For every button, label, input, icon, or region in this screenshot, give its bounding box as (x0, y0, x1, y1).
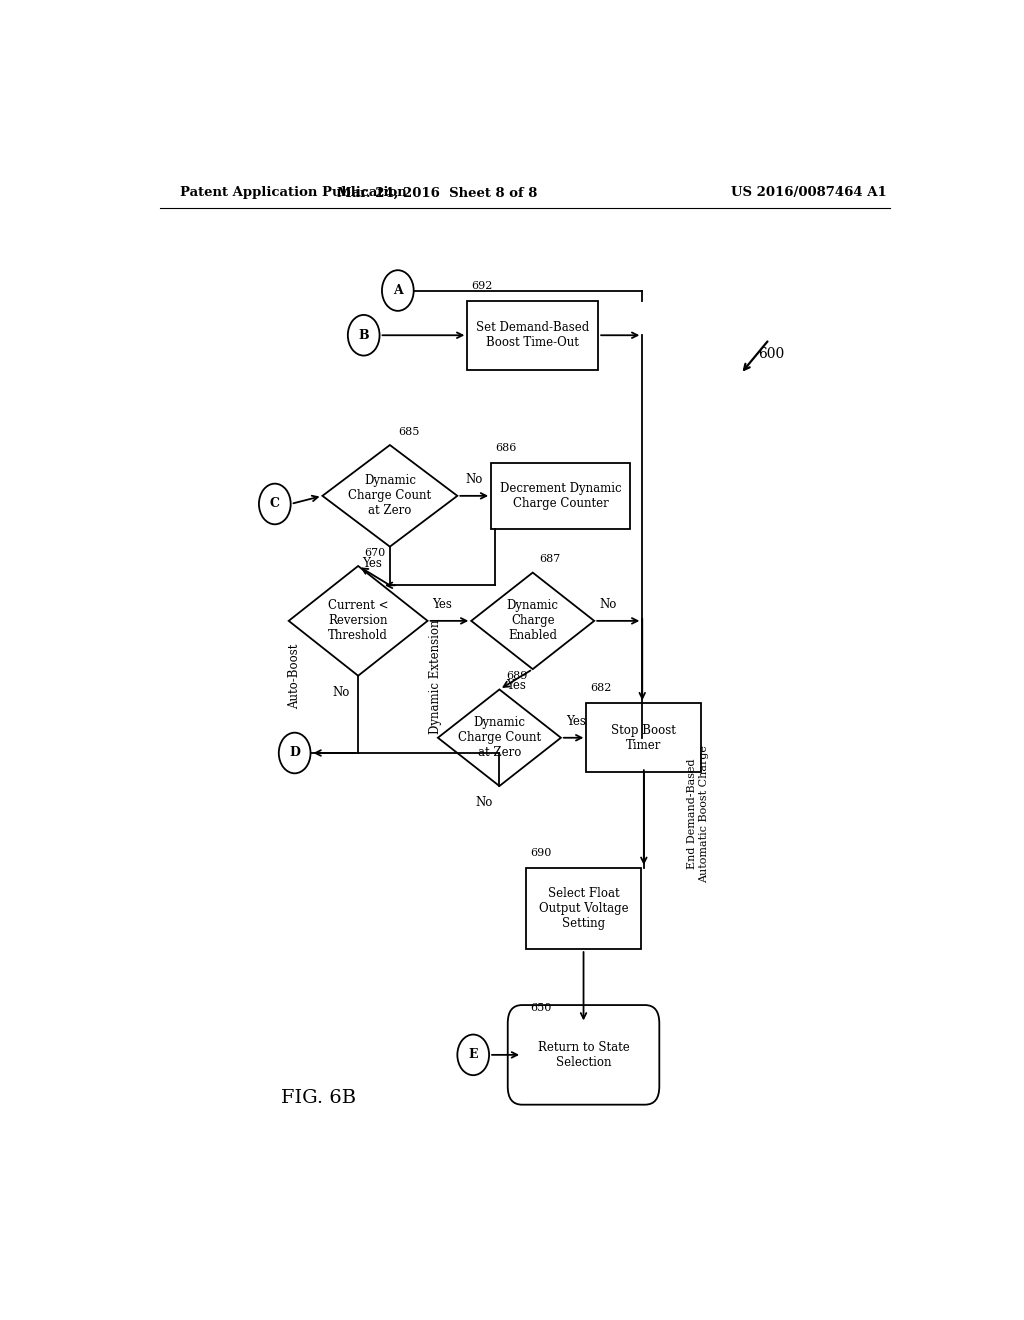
Text: FIG. 6B: FIG. 6B (281, 1089, 356, 1106)
FancyBboxPatch shape (467, 301, 598, 370)
Text: 685: 685 (397, 426, 419, 437)
Text: Current <
Reversion
Threshold: Current < Reversion Threshold (328, 599, 388, 643)
Text: 670: 670 (365, 548, 386, 558)
Text: Stop Boost
Timer: Stop Boost Timer (611, 723, 676, 752)
Text: B: B (358, 329, 369, 342)
Text: No: No (333, 686, 350, 698)
Text: Select Float
Output Voltage
Setting: Select Float Output Voltage Setting (539, 887, 629, 931)
Text: Yes: Yes (507, 680, 526, 692)
Text: No: No (465, 473, 482, 486)
Text: Yes: Yes (565, 714, 586, 727)
Polygon shape (438, 689, 561, 785)
Circle shape (348, 315, 380, 355)
Text: Yes: Yes (432, 598, 453, 611)
Text: Set Demand-Based
Boost Time-Out: Set Demand-Based Boost Time-Out (476, 321, 590, 350)
Circle shape (259, 483, 291, 524)
Text: 600: 600 (758, 347, 784, 360)
FancyBboxPatch shape (508, 1005, 659, 1105)
Text: Mar. 24, 2016  Sheet 8 of 8: Mar. 24, 2016 Sheet 8 of 8 (337, 186, 538, 199)
Text: D: D (289, 747, 300, 759)
Text: E: E (468, 1048, 478, 1061)
Text: Dynamic
Charge
Enabled: Dynamic Charge Enabled (507, 599, 559, 643)
Text: Dynamic Extension: Dynamic Extension (429, 619, 442, 734)
Text: 692: 692 (471, 281, 493, 290)
Text: A: A (393, 284, 402, 297)
FancyBboxPatch shape (587, 704, 701, 772)
Text: Auto-Boost: Auto-Boost (288, 644, 301, 709)
Text: C: C (269, 498, 280, 511)
Polygon shape (289, 566, 428, 676)
Circle shape (458, 1035, 489, 1076)
Text: Yes: Yes (362, 557, 382, 570)
Polygon shape (323, 445, 458, 546)
Text: Dynamic
Charge Count
at Zero: Dynamic Charge Count at Zero (348, 474, 431, 517)
Text: No: No (599, 598, 616, 611)
Text: US 2016/0087464 A1: US 2016/0087464 A1 (731, 186, 887, 199)
Polygon shape (471, 573, 594, 669)
Text: Return to State
Selection: Return to State Selection (538, 1041, 630, 1069)
Text: 686: 686 (495, 442, 516, 453)
Text: 682: 682 (590, 682, 611, 693)
Text: 690: 690 (530, 847, 551, 858)
FancyBboxPatch shape (526, 867, 641, 949)
Text: Dynamic
Charge Count
at Zero: Dynamic Charge Count at Zero (458, 717, 541, 759)
Circle shape (279, 733, 310, 774)
Text: 687: 687 (539, 554, 560, 565)
Circle shape (382, 271, 414, 312)
Text: End Demand-Based
Automatic Boost Charge: End Demand-Based Automatic Boost Charge (687, 744, 709, 883)
FancyBboxPatch shape (492, 463, 630, 529)
Text: 650: 650 (530, 1003, 551, 1014)
Text: No: No (476, 796, 494, 809)
Text: Patent Application Publication: Patent Application Publication (179, 186, 407, 199)
Text: Decrement Dynamic
Charge Counter: Decrement Dynamic Charge Counter (500, 482, 622, 510)
Text: 689: 689 (506, 672, 527, 681)
